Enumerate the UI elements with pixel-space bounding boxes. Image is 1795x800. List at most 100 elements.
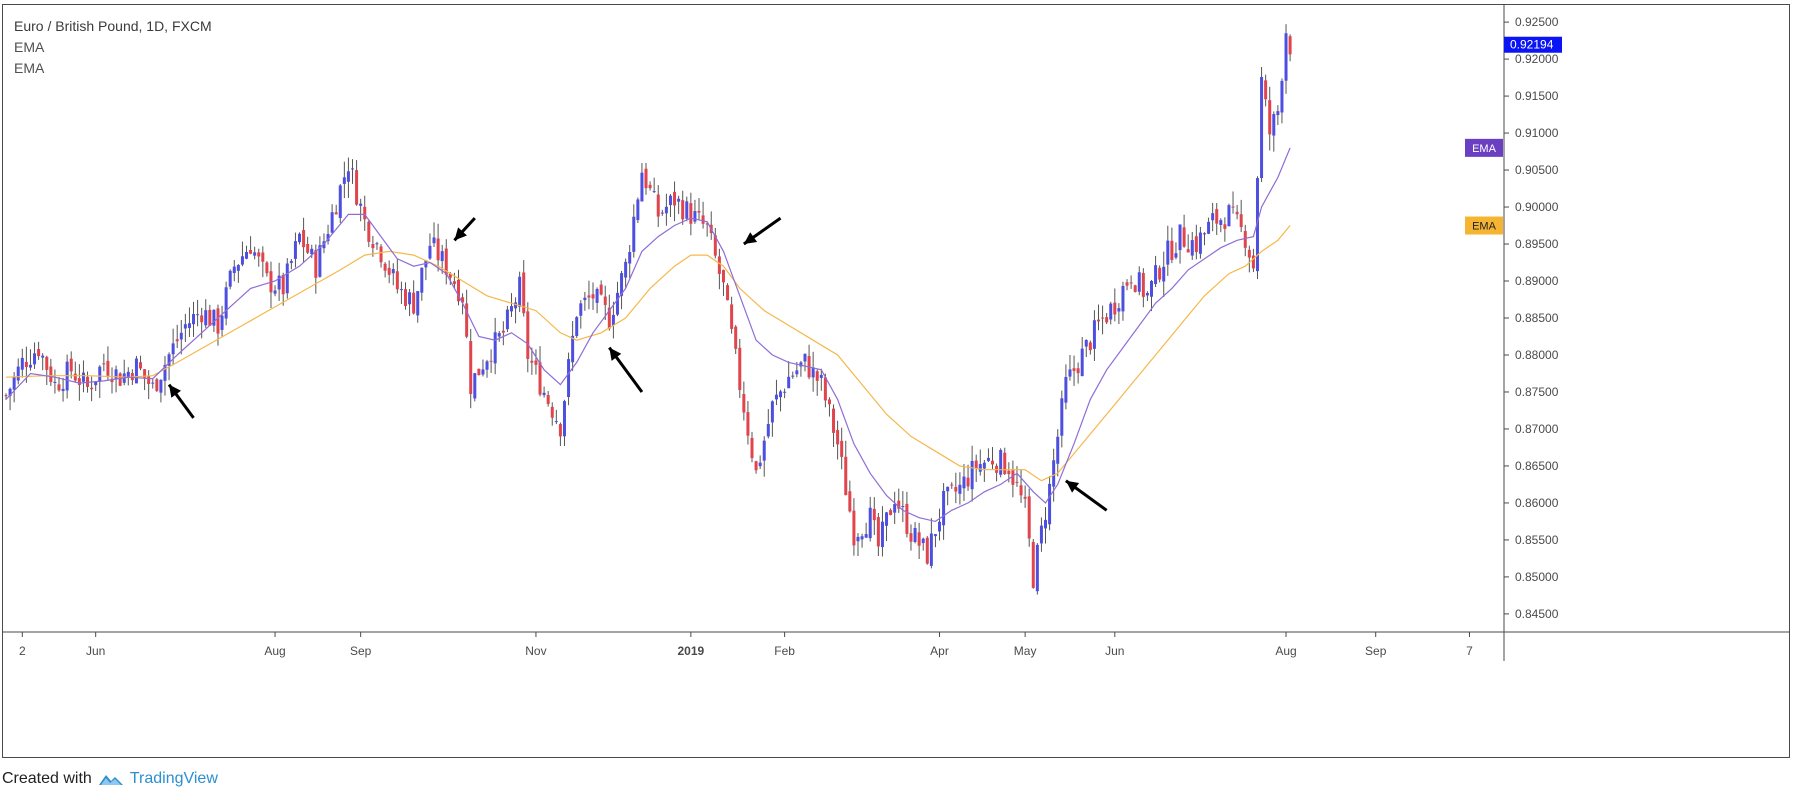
candle-bullish (12, 376, 16, 390)
candle-bullish (273, 290, 277, 294)
candle-bearish (909, 533, 913, 542)
candle-bullish (799, 362, 803, 367)
candle-bullish (1174, 253, 1178, 258)
candle-bearish (1170, 240, 1174, 260)
candle-bearish (4, 395, 8, 397)
candle-bullish (1060, 398, 1064, 436)
candle-bullish (375, 243, 379, 245)
ema-fast-line (5, 147, 1291, 523)
candle-bullish (1137, 272, 1141, 292)
candle-bearish (905, 503, 909, 534)
candle-bullish (514, 302, 518, 309)
candle-bearish (840, 440, 844, 457)
candle-bearish (139, 362, 143, 369)
candle-bullish (774, 394, 778, 400)
candle-bullish (583, 297, 587, 301)
candle-bullish (228, 270, 232, 287)
candle-bullish (298, 233, 302, 243)
candle-bullish (1166, 240, 1170, 265)
candle-bearish (697, 211, 701, 213)
candle-bearish (713, 235, 717, 256)
x-tick-label: Nov (525, 644, 546, 658)
candle-bearish (465, 303, 469, 337)
candle-bullish (575, 317, 579, 336)
x-tick-label: Sep (350, 644, 372, 658)
candle-bearish (815, 371, 819, 381)
candle-bearish (705, 223, 709, 225)
legend-ema-slow[interactable]: EMA (14, 60, 45, 76)
candle-bearish (974, 460, 978, 469)
candle-bullish (664, 206, 668, 214)
candle-bullish (958, 484, 962, 494)
candle-bearish (876, 517, 880, 547)
candle-bullish (758, 462, 762, 467)
candle-bullish (493, 332, 497, 364)
candle-bullish (693, 211, 697, 222)
candle-bearish (1019, 485, 1023, 496)
candle-bearish (848, 491, 852, 512)
candle-bullish (134, 358, 138, 384)
candle-bearish (1076, 368, 1080, 374)
candle-bullish (636, 199, 640, 221)
candle-bullish (962, 476, 966, 489)
candle-bearish (530, 360, 534, 363)
legend-ema-fast[interactable]: EMA (14, 39, 45, 55)
candle-bullish (1145, 293, 1149, 296)
candle-bearish (456, 279, 460, 302)
candle-bullish (795, 370, 799, 375)
y-tick-label: 0.87000 (1515, 422, 1559, 436)
candle-bullish (978, 464, 982, 472)
footer-brand[interactable]: TradingView (129, 770, 218, 787)
candle-bullish (677, 198, 681, 202)
candle-bullish (1178, 224, 1182, 251)
candle-bullish (542, 392, 546, 396)
candle-bearish (607, 307, 611, 329)
candle-bearish (558, 424, 562, 437)
candle-bearish (436, 238, 440, 261)
candle-bearish (1007, 470, 1011, 475)
candle-bullish (1284, 33, 1288, 81)
candle-bullish (310, 248, 314, 255)
candle-bearish (208, 309, 212, 326)
candle-bearish (1027, 496, 1031, 539)
candle-bearish (379, 246, 383, 263)
candle-bearish (265, 262, 269, 274)
candle-bearish (673, 191, 677, 206)
candle-bullish (624, 261, 628, 278)
candle-bearish (1223, 224, 1227, 229)
candle-bearish (717, 256, 721, 274)
candle-bullish (351, 168, 355, 170)
candle-bearish (991, 460, 995, 465)
candle-bullish (326, 234, 330, 242)
candle-bullish (1084, 339, 1088, 347)
candle-bearish (1264, 80, 1268, 100)
candle-bullish (1068, 369, 1072, 377)
candle-bullish (986, 457, 990, 461)
candle-bullish (1092, 320, 1096, 349)
candle-bearish (1133, 285, 1137, 292)
annotation-arrow-head (609, 347, 622, 361)
x-tick-label: May (1014, 644, 1037, 658)
candle-bearish (950, 484, 954, 486)
candle-bullish (1276, 111, 1280, 116)
candle-bullish (1121, 285, 1125, 312)
candle-bullish (1117, 308, 1121, 312)
candle-bullish (440, 251, 444, 262)
x-tick-label: Jun (1105, 644, 1124, 658)
candle-bullish (53, 381, 57, 383)
candle-bullish (819, 374, 823, 378)
y-tick-label: 0.91000 (1515, 126, 1559, 140)
candle-bearish (1182, 227, 1186, 247)
candle-bullish (1207, 221, 1211, 234)
candle-bearish (1268, 100, 1272, 135)
candle-bearish (395, 271, 399, 290)
candle-bullish (571, 335, 575, 363)
candle-bearish (371, 243, 375, 249)
candle-bullish (652, 191, 656, 193)
candle-bearish (726, 285, 730, 301)
candle-bearish (1231, 206, 1235, 208)
candle-bearish (102, 363, 106, 365)
candle-bullish (1039, 525, 1043, 544)
candle-bullish (1149, 280, 1153, 297)
